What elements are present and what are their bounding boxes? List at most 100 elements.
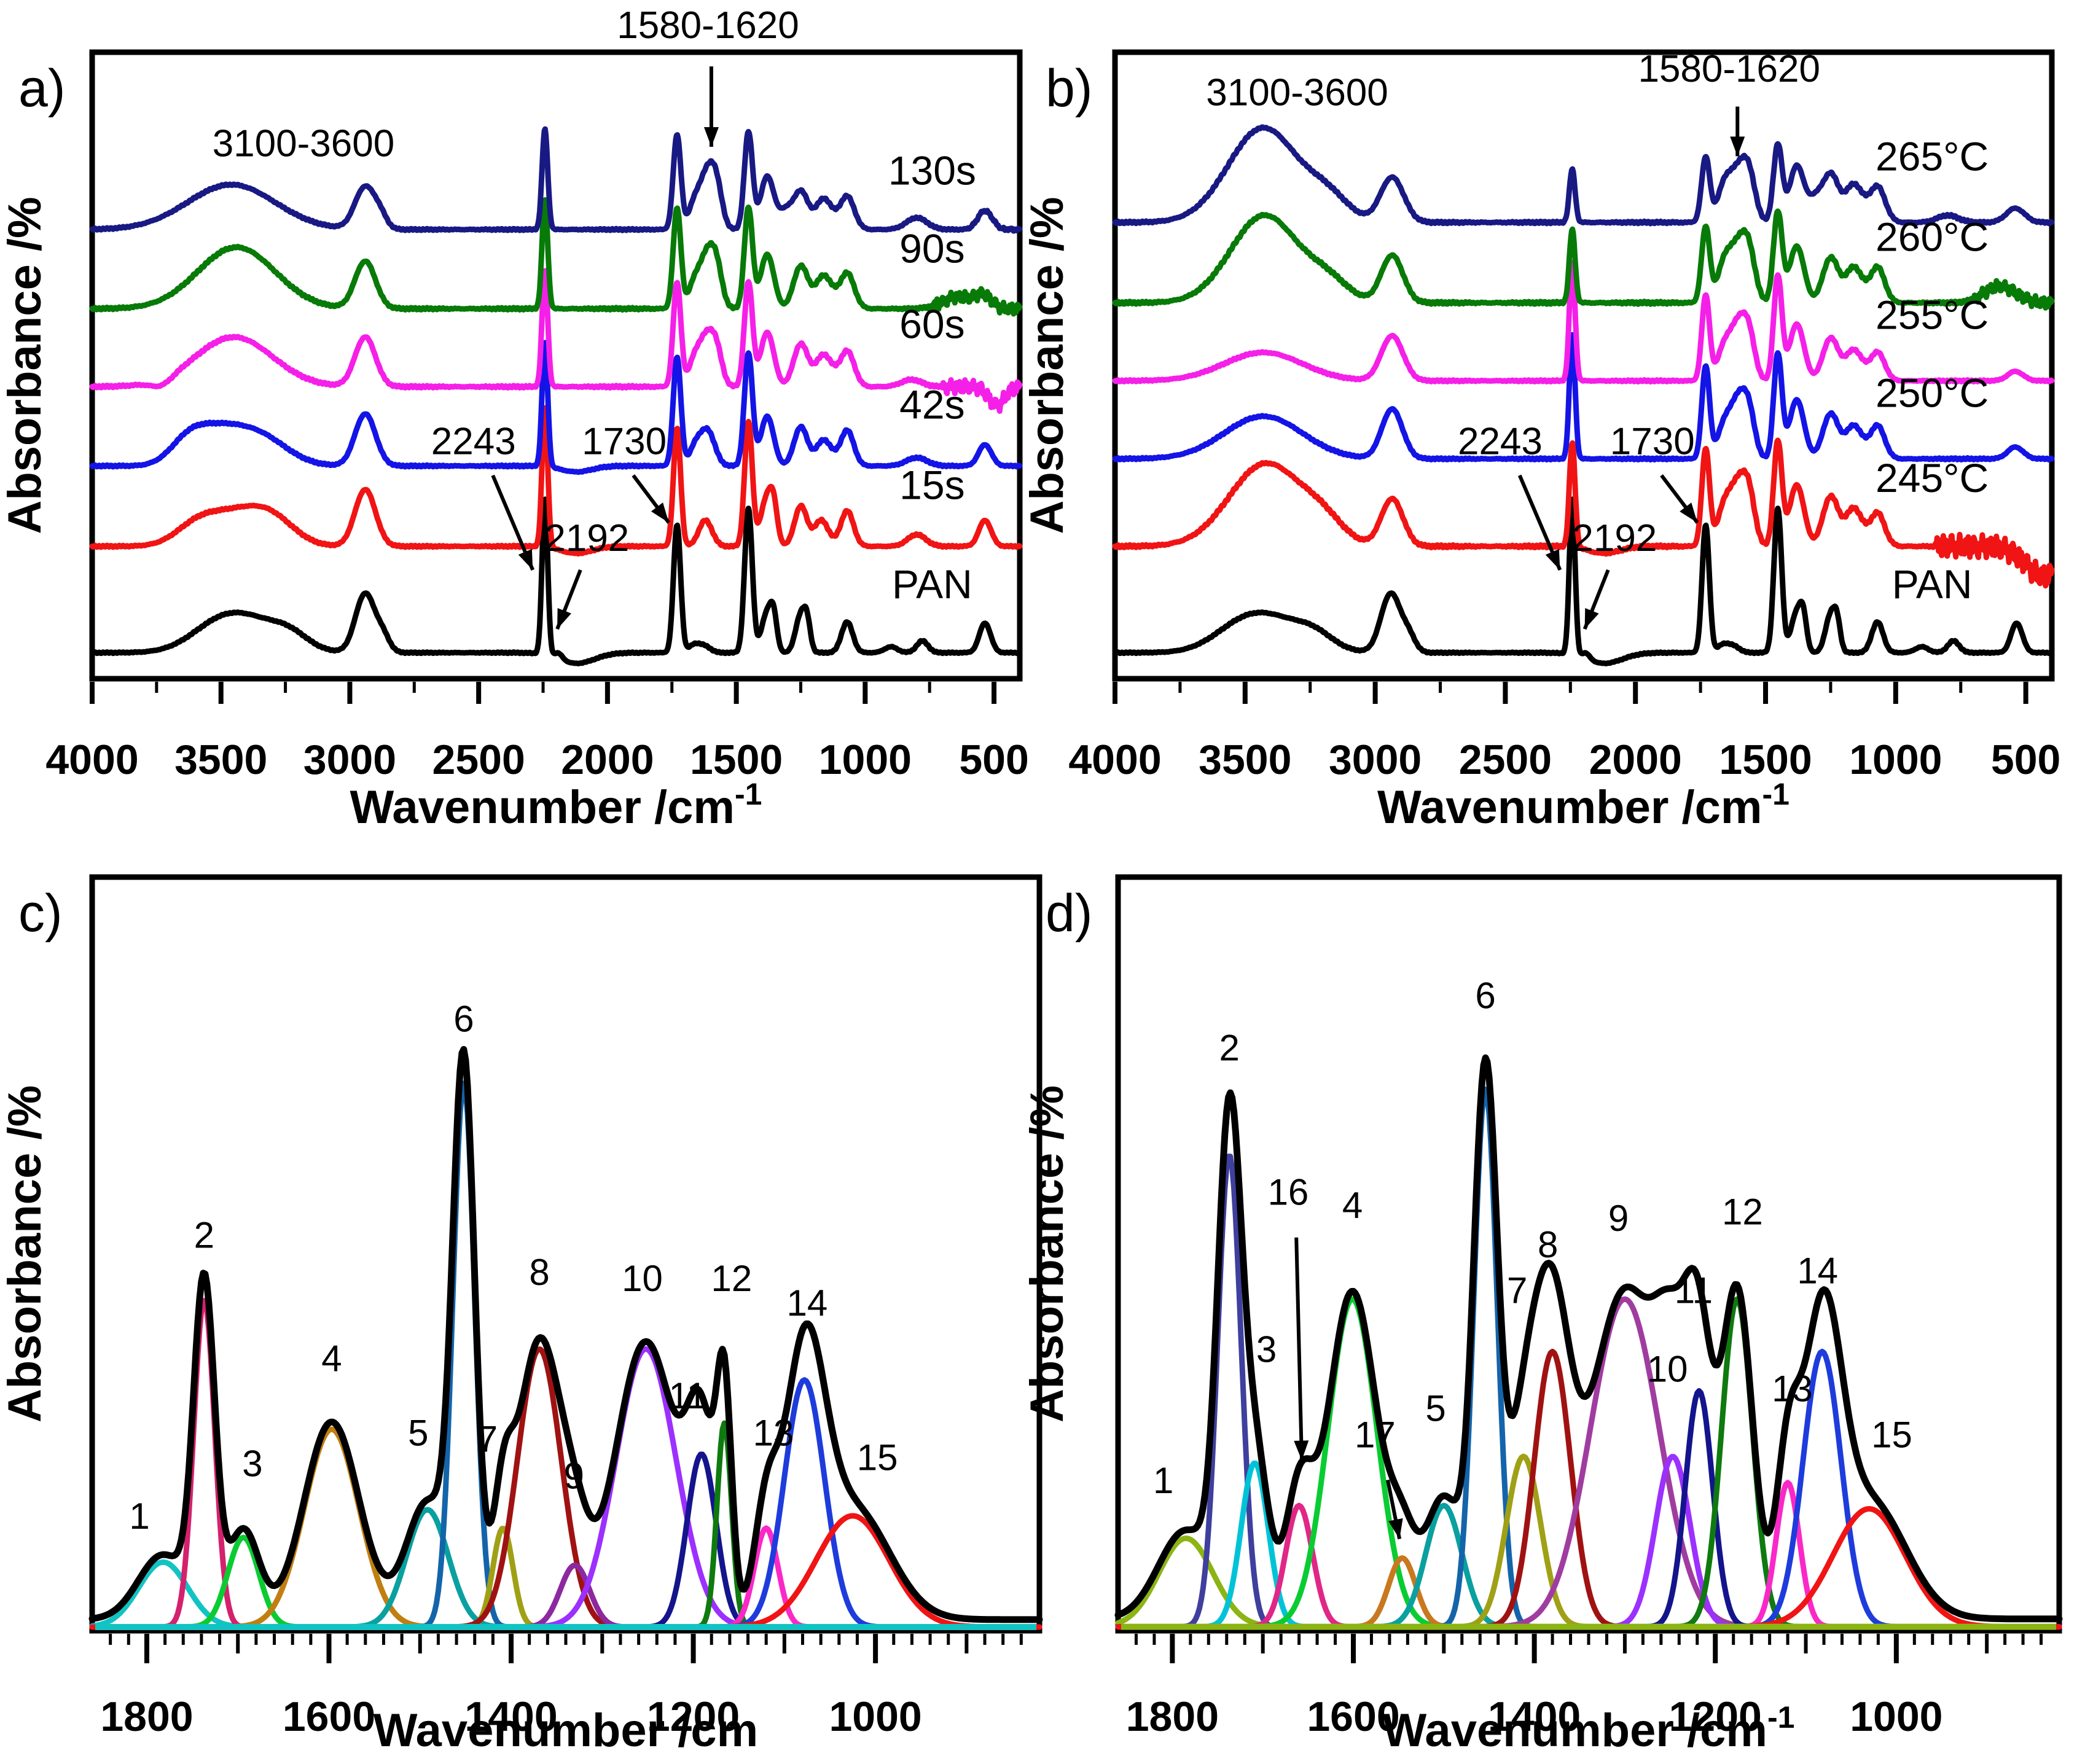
peak-arrow-d-16-head <box>1294 1440 1309 1461</box>
series-label-b-265°C: 265°C <box>1876 133 1989 179</box>
x-tick-label-c: 1400 <box>464 1693 557 1740</box>
peak-number-d-12: 12 <box>1722 1191 1763 1232</box>
panel-label-b: b) <box>1046 59 1093 118</box>
peak-number-d-16: 16 <box>1268 1171 1309 1212</box>
spectrum-a-PAN <box>89 496 1023 666</box>
peak-number-d-15: 15 <box>1871 1414 1912 1455</box>
x-tick-label-a: 3500 <box>174 736 267 783</box>
x-tick-label-d: 1200 <box>1669 1693 1762 1740</box>
envelope-d <box>1114 1054 2063 1623</box>
annotation-a-1730: 1730 <box>582 420 667 462</box>
peak-number-d-14: 14 <box>1797 1251 1838 1292</box>
y-axis-title-a: Absorbance /% <box>0 197 51 534</box>
x-tick-label-b: 2500 <box>1459 736 1552 783</box>
series-label-a-42s: 42s <box>899 382 964 427</box>
peak-number-c-8: 8 <box>529 1252 549 1293</box>
x-tick-label-b: 3500 <box>1199 736 1291 783</box>
annotation-a-3100-3600: 3100-3600 <box>213 122 395 165</box>
peak-number-c-12: 12 <box>711 1258 752 1299</box>
annotation-b-3100-3600: 3100-3600 <box>1206 72 1388 114</box>
plot-frame-d <box>1115 874 2062 1634</box>
x-tick-label-d: 1000 <box>1850 1693 1942 1740</box>
peak-arrow-d-17-head <box>1388 1518 1403 1539</box>
spectrum-a-90s <box>89 197 1023 317</box>
peak-number-c-7: 7 <box>477 1418 498 1459</box>
x-tick-label-c: 1800 <box>100 1693 193 1740</box>
series-label-b-245°C: 245°C <box>1876 455 1989 501</box>
x-tick-label-b: 3000 <box>1329 736 1422 783</box>
peak-number-d-11: 11 <box>1675 1270 1713 1311</box>
panel-label-a: a) <box>18 59 66 118</box>
series-label-b-260°C: 260°C <box>1876 214 1989 259</box>
x-tick-label-b: 500 <box>1991 736 2060 783</box>
x-axis-title-d: Wavenumber /cm-1 <box>1383 1700 1795 1757</box>
peak-number-d-3: 3 <box>1256 1329 1277 1370</box>
x-axis-title-c: Wavenumber /cm <box>374 1704 758 1757</box>
peak-number-c-11: 11 <box>669 1375 707 1416</box>
annotation-b-1580-1620: 1580-1620 <box>1638 48 1820 90</box>
x-tick-label-b: 1000 <box>1849 736 1942 783</box>
x-axis-title-a: Wavenumber /cm-1 <box>350 777 762 833</box>
annotation-a-1580-1620: 1580-1620 <box>617 4 799 47</box>
series-label-b-250°C: 250°C <box>1876 370 1989 415</box>
peak-number-d-10: 10 <box>1647 1349 1688 1390</box>
x-tick-label-b: 1500 <box>1719 736 1812 783</box>
peak-number-c-3: 3 <box>242 1443 262 1485</box>
x-tick-label-a: 1500 <box>690 736 783 783</box>
peak-number-d-13: 13 <box>1772 1368 1813 1410</box>
y-axis-title-c: Absorbance /% <box>0 1085 51 1423</box>
panel-label-d: d) <box>1046 884 1093 943</box>
annotation-arrow-b-2-head <box>1545 548 1560 570</box>
x-axis-title-b: Wavenumber /cm-1 <box>1377 777 1790 833</box>
peak-number-d-2: 2 <box>1219 1028 1240 1069</box>
peak-number-c-10: 10 <box>622 1258 663 1299</box>
x-tick-label-a: 4000 <box>45 736 138 783</box>
x-tick-label-d: 1600 <box>1307 1693 1399 1740</box>
peak-number-d-8: 8 <box>1538 1224 1558 1265</box>
spectrum-a-15s <box>89 405 1023 557</box>
peak-number-c-14: 14 <box>787 1282 828 1324</box>
peak-number-c-4: 4 <box>321 1338 342 1380</box>
x-tick-label-a: 1000 <box>819 736 912 783</box>
peak-number-c-9: 9 <box>564 1456 584 1497</box>
peak-number-d-4: 4 <box>1342 1185 1363 1226</box>
peak-arrow-d-16-line <box>1294 1237 1304 1461</box>
series-label-a-130s: 130s <box>888 148 976 193</box>
spectrum-b-255°C <box>1112 260 2055 384</box>
series-label-a-15s: 15s <box>899 462 964 507</box>
x-tick-label-c: 1200 <box>647 1693 740 1740</box>
annotation-arrow-b-3-head <box>1584 607 1599 630</box>
envelope-c <box>88 1046 1043 1623</box>
x-tick-label-d: 1400 <box>1488 1693 1581 1740</box>
spectrum-a-42s <box>89 340 1023 475</box>
peak-number-c-2: 2 <box>194 1214 214 1255</box>
plot-frame-a <box>89 49 1023 682</box>
spectrum-b-PAN <box>1112 496 2055 666</box>
spectrum-b-245°C <box>1112 437 2055 589</box>
y-axis-title-d: Absorbance /% <box>1021 1085 1073 1423</box>
plot-frame-b <box>1112 49 2055 682</box>
x-tick-label-a: 3000 <box>303 736 396 783</box>
panel-label-c: c) <box>18 884 63 943</box>
spectrum-b-250°C <box>1112 332 2055 462</box>
series-label-a-60s: 60s <box>899 302 964 347</box>
peak-number-c-5: 5 <box>408 1412 428 1453</box>
x-tick-label-d: 1800 <box>1126 1693 1219 1740</box>
peak-number-d-7: 7 <box>1507 1270 1527 1311</box>
peak-number-c-6: 6 <box>453 998 474 1039</box>
x-tick-label-b: 2000 <box>1589 736 1682 783</box>
annotation-arrow-a-4-head <box>651 502 669 523</box>
peak-number-d-1: 1 <box>1153 1460 1173 1501</box>
spectrum-b-260°C <box>1112 208 2055 311</box>
peak-number-d-9: 9 <box>1608 1198 1629 1239</box>
x-tick-label-a: 2000 <box>561 736 654 783</box>
annotation-arrow-a-2-head <box>518 548 533 570</box>
annotation-arrow-b-4-head <box>1680 502 1698 523</box>
x-tick-label-b: 4000 <box>1068 736 1161 783</box>
y-axis-title-b: Absorbance /% <box>1021 197 1073 534</box>
annotation-arrow-b-1-head <box>1730 136 1745 157</box>
annotation-a-2192: 2192 <box>544 517 629 560</box>
spectrum-b-265°C <box>1112 124 2055 227</box>
annotation-b-2243: 2243 <box>1458 420 1543 462</box>
